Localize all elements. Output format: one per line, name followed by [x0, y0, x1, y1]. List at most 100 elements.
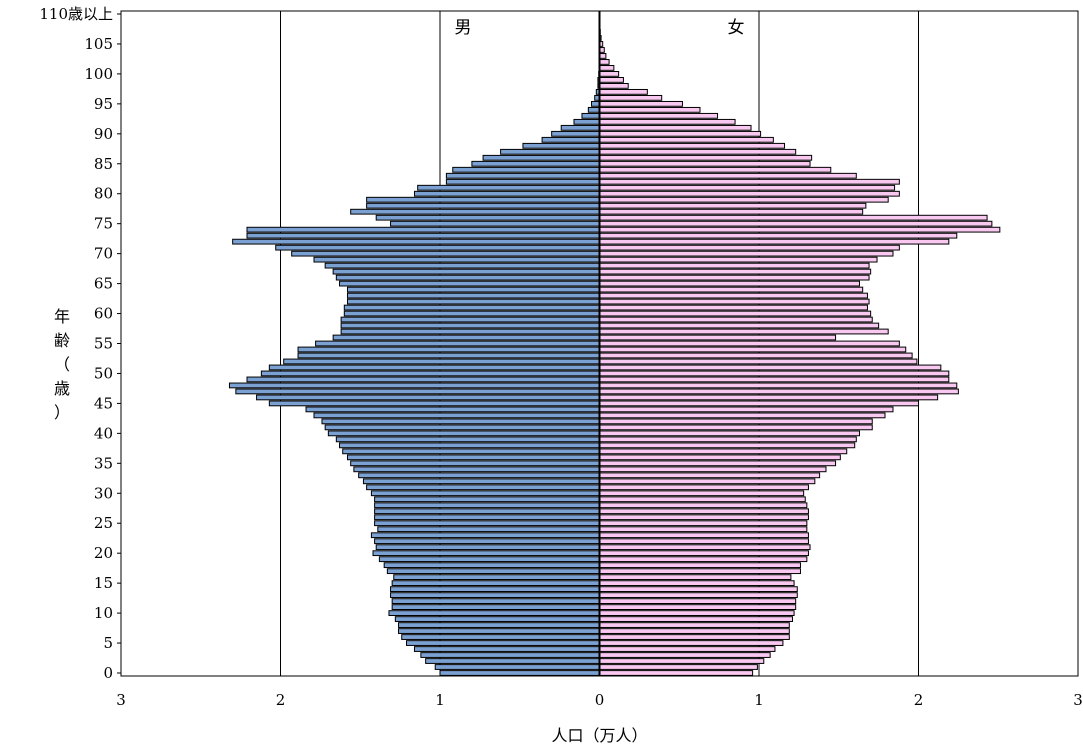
female-bar [600, 665, 758, 670]
male-bar [328, 431, 599, 436]
male-bar [392, 581, 599, 586]
male-bar [418, 185, 600, 190]
y-tick-label: 10 [94, 604, 113, 622]
male-bar [378, 527, 600, 532]
male-bar [574, 119, 600, 124]
y-tick-label: 35 [94, 454, 113, 472]
y-tick-label: 75 [94, 215, 113, 233]
female-bar [600, 461, 836, 466]
female-bar [600, 599, 796, 604]
male-bar [501, 149, 600, 154]
female-bar [600, 377, 949, 382]
y-tick-label: 40 [94, 424, 113, 442]
male-series-label: 男 [455, 18, 472, 38]
male-bar [421, 653, 600, 658]
y-tick-label: 20 [94, 544, 113, 562]
male-bar [414, 191, 599, 196]
female-bar [600, 299, 870, 304]
male-bar [363, 479, 599, 484]
male-bar [367, 197, 600, 202]
male-bar [314, 413, 600, 418]
female-bar [600, 605, 796, 610]
female-bar [600, 467, 826, 472]
male-bar [523, 143, 600, 148]
female-bar [600, 179, 900, 184]
female-bar [600, 72, 619, 77]
male-bar [376, 545, 599, 550]
male-bar [336, 437, 599, 442]
male-bar [387, 569, 599, 574]
male-bar [284, 359, 600, 364]
male-bar [375, 497, 600, 502]
female-bar [600, 78, 624, 83]
female-bar [600, 611, 795, 616]
male-bar [375, 503, 600, 508]
female-bar [600, 305, 868, 310]
female-bar [600, 341, 900, 346]
male-bar [588, 107, 599, 112]
male-bar [344, 305, 599, 310]
female-series-label: 女 [728, 18, 745, 38]
female-bar [600, 413, 886, 418]
female-bar [600, 107, 700, 112]
female-bar [600, 533, 809, 538]
female-bar [600, 245, 900, 250]
female-bar [600, 545, 811, 550]
female-bar [600, 629, 790, 634]
male-bar [392, 599, 599, 604]
male-bar [347, 293, 599, 298]
female-bar [600, 509, 809, 514]
female-bar [600, 215, 988, 220]
female-bar [600, 263, 870, 268]
y-axis-label: 年齢（歳） [54, 307, 70, 422]
female-bar [600, 329, 889, 334]
male-bar [391, 221, 600, 226]
female-bar [600, 401, 919, 406]
female-bar [600, 641, 783, 646]
y-tick-label: 95 [94, 95, 113, 113]
male-bar [414, 647, 599, 652]
male-bar [542, 137, 599, 142]
male-bar [341, 323, 599, 328]
female-bar [600, 149, 796, 154]
male-bar [261, 371, 599, 376]
male-bar [375, 509, 600, 514]
male-bar [322, 419, 600, 424]
female-bar [600, 203, 866, 208]
female-bar [600, 485, 809, 490]
male-bar [325, 263, 599, 268]
male-bar [375, 539, 600, 544]
female-bar [600, 275, 870, 280]
female-bar [600, 389, 959, 394]
y-tick-label: 30 [94, 484, 113, 502]
male-bar [371, 491, 599, 496]
female-bar [600, 185, 895, 190]
male-bar [341, 317, 599, 322]
male-bar [407, 641, 600, 646]
x-tick-label: 3 [116, 691, 126, 709]
female-bar [600, 431, 860, 436]
female-bar [600, 293, 868, 298]
female-bar [600, 119, 736, 124]
male-bar [375, 515, 600, 520]
y-tick-label: 5 [103, 634, 113, 652]
male-bar [298, 353, 599, 358]
female-bar [600, 419, 873, 424]
y-tick-label: 70 [94, 245, 113, 263]
male-bar [592, 101, 600, 106]
female-bar [600, 281, 860, 286]
female-bar [600, 347, 906, 352]
male-bar [453, 167, 600, 172]
male-bar [233, 239, 600, 244]
male-bar [340, 443, 600, 448]
y-tick-label: 100 [84, 65, 113, 83]
y-tick-label: 110歳以上 [39, 5, 113, 23]
male-bar [347, 299, 599, 304]
female-bar [600, 551, 809, 556]
female-bar [600, 365, 941, 370]
female-bar [600, 359, 917, 364]
male-bar [552, 131, 600, 136]
female-bar [600, 161, 811, 166]
female-bar [600, 311, 871, 316]
